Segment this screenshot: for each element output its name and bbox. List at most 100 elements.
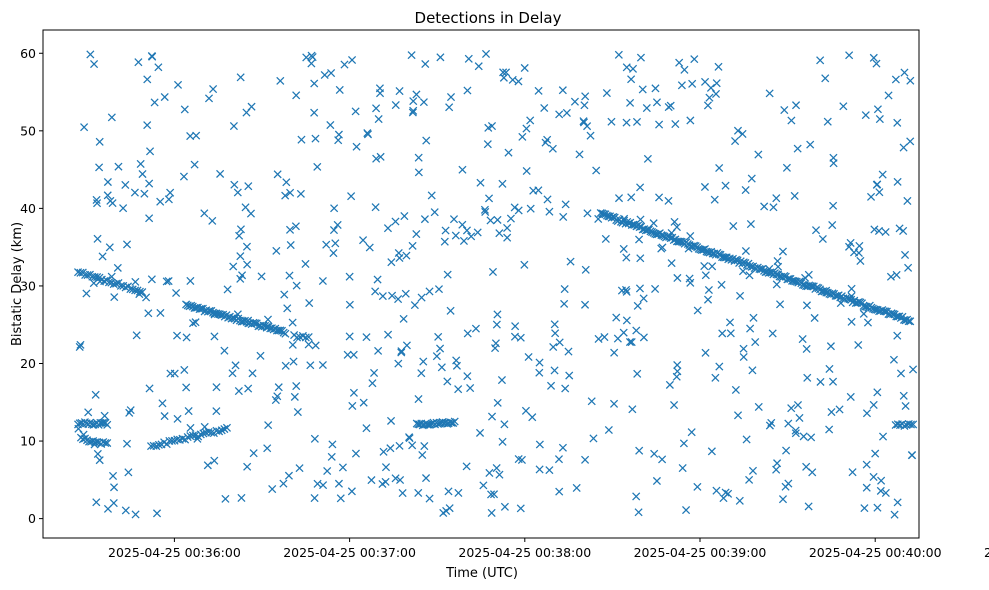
scatter-point-clutter: [503, 223, 512, 233]
scatter-point-clutter: [847, 292, 856, 301]
scatter-point-clutter: [684, 244, 693, 253]
scatter-point-clutter: [152, 509, 162, 518]
scatter-point-clutter: [458, 220, 467, 229]
y-tick-label: 0: [28, 511, 36, 526]
scatter-point-clutter: [273, 170, 282, 179]
scatter-point-clutter: [500, 502, 509, 511]
scatter-point-clutter: [848, 468, 857, 477]
scatter-point-clutter: [140, 189, 149, 198]
scatter-point-clutter: [900, 250, 910, 259]
scatter-point-clutter: [330, 204, 339, 213]
scatter-point-clutter: [463, 86, 472, 95]
scatter-point-clutter: [107, 113, 116, 122]
scatter-point-clutter: [414, 168, 423, 177]
scatter-point-clutter: [546, 381, 556, 390]
scatter-point-clutter: [488, 267, 497, 276]
scatter-point-clutter: [655, 120, 664, 129]
scatter-point-clutter: [816, 377, 825, 386]
scatter-point-clutter: [391, 474, 400, 483]
scatter-point-clutter: [765, 264, 774, 274]
scatter-point-clutter: [395, 441, 404, 450]
scatter-point-track-B-tail: [301, 333, 310, 342]
scatter-point-clutter: [172, 288, 181, 298]
scatter-point-clutter: [627, 338, 636, 347]
scatter-point-track-C: [215, 427, 224, 436]
scatter-point-clutter: [746, 219, 755, 229]
scatter-point-clutter: [798, 335, 807, 344]
scatter-point-clutter: [829, 201, 838, 210]
scatter-point-clutter: [545, 466, 554, 475]
scatter-point-clutter: [464, 54, 473, 63]
scatter-point-clutter: [859, 309, 868, 318]
scatter-point-clutter: [412, 229, 421, 239]
scatter-point-clutter: [724, 489, 733, 498]
scatter-point-clutter: [249, 449, 258, 458]
scatter-point-clutter: [594, 334, 603, 344]
scatter-point-clutter: [836, 299, 845, 308]
scatter-point-clutter: [828, 220, 837, 230]
scatter-point-clutter: [154, 63, 163, 72]
scatter-point-clutter: [726, 329, 735, 338]
scatter-point-clutter: [107, 272, 116, 281]
scatter-point-clutter: [873, 105, 882, 114]
plot-frame: [43, 30, 919, 538]
scatter-point-clutter: [619, 328, 628, 337]
scatter-point-clutter: [560, 299, 569, 308]
scatter-point-clutter: [854, 340, 863, 350]
scatter-point-clutter: [327, 452, 336, 461]
scatter-point-clutter: [401, 289, 410, 298]
scatter-point-clutter: [311, 134, 320, 143]
scatter-point-clutter: [182, 333, 191, 342]
scatter-point-clutter: [301, 259, 310, 268]
scatter-point-clutter: [131, 277, 140, 286]
scatter-point-clutter: [845, 51, 854, 60]
scatter-point-clutter: [374, 346, 383, 355]
scatter-point-clutter: [862, 483, 871, 492]
scatter-point-clutter: [652, 476, 661, 486]
scatter-point-clutter: [386, 416, 396, 425]
y-tick-label: 10: [20, 434, 36, 449]
scatter-point-clutter: [666, 101, 675, 110]
scatter-point-clutter: [396, 475, 405, 485]
scatter-point-clutter: [551, 329, 560, 338]
scatter-point-clutter: [899, 391, 908, 400]
scatter-point-clutter: [145, 179, 154, 188]
scatter-point-clutter: [288, 318, 297, 327]
scatter-point-clutter: [846, 392, 855, 401]
scatter-point-clutter: [263, 444, 272, 453]
scatter-point-clutter: [822, 286, 831, 295]
scatter-point-clutter: [271, 396, 280, 405]
scatter-point-clutter: [422, 136, 431, 145]
scatter-point-clutter: [493, 310, 502, 319]
scatter-point-clutter: [540, 103, 549, 113]
scatter-point-clutter: [612, 313, 621, 322]
scatter-point-clutter: [721, 488, 730, 497]
scatter-point-clutter: [132, 331, 141, 340]
scatter-point-clutter: [368, 379, 377, 388]
scatter-point-clutter: [108, 199, 117, 208]
scatter-point-clutter: [549, 342, 558, 352]
scatter-point-clutter: [622, 287, 631, 296]
scatter-point-clutter: [581, 455, 590, 464]
scatter-point-clutter: [347, 192, 356, 201]
scatter-point-track-C: [196, 430, 205, 439]
scatter-point-clutter: [228, 369, 237, 378]
scatter-point-clutter: [651, 84, 660, 93]
scatter-point-clutter: [417, 293, 426, 302]
scatter-point-clutter: [561, 384, 570, 393]
scatter-point-clutter: [172, 331, 182, 340]
scatter-point-clutter: [131, 510, 140, 519]
scatter-point-clutter: [427, 191, 436, 200]
scatter-point-clutter: [749, 313, 758, 322]
scatter-point-clutter: [362, 333, 371, 342]
scatter-point-clutter: [636, 183, 645, 192]
scatter-point-clutter: [231, 361, 240, 370]
scatter-point-clutter: [449, 215, 459, 224]
scatter-point-clutter: [283, 304, 292, 313]
scatter-point-clutter: [893, 118, 902, 127]
scatter-point-clutter: [370, 368, 379, 378]
scatter-point-clutter: [712, 79, 721, 88]
scatter-point-clutter: [908, 451, 917, 460]
scatter-point-clutter: [554, 455, 564, 464]
scatter-point-clutter: [98, 252, 107, 261]
